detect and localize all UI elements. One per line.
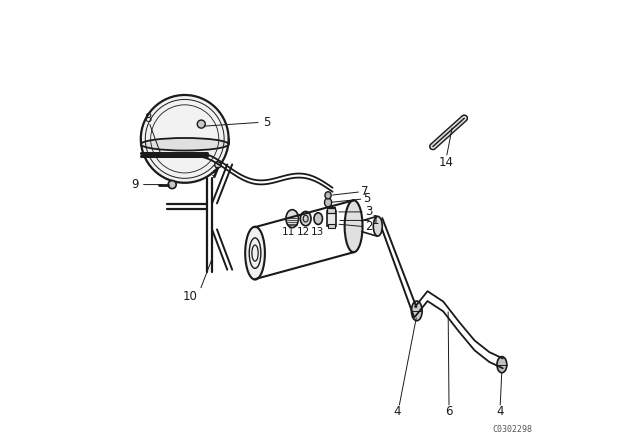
Text: 8: 8 xyxy=(144,112,151,125)
Ellipse shape xyxy=(215,162,221,168)
Text: 10: 10 xyxy=(182,290,198,303)
Text: 4: 4 xyxy=(394,405,401,418)
Text: 13: 13 xyxy=(310,227,324,237)
Text: 3: 3 xyxy=(365,205,372,219)
Ellipse shape xyxy=(412,301,422,321)
Bar xyxy=(328,207,335,211)
Ellipse shape xyxy=(324,198,332,207)
Circle shape xyxy=(141,95,228,183)
Text: C0302298: C0302298 xyxy=(493,425,533,434)
Ellipse shape xyxy=(497,357,507,373)
Ellipse shape xyxy=(461,116,467,121)
Text: 6: 6 xyxy=(445,405,452,418)
Ellipse shape xyxy=(373,216,382,236)
Text: 9: 9 xyxy=(131,178,139,191)
Text: 14: 14 xyxy=(439,155,454,169)
Ellipse shape xyxy=(141,138,228,151)
Ellipse shape xyxy=(168,181,176,189)
Ellipse shape xyxy=(314,213,323,224)
Ellipse shape xyxy=(325,192,332,199)
Text: 5: 5 xyxy=(364,192,371,206)
Ellipse shape xyxy=(197,120,205,128)
Text: 4: 4 xyxy=(497,405,504,418)
Text: 7: 7 xyxy=(361,185,369,198)
Text: 5: 5 xyxy=(262,116,270,129)
Text: 2: 2 xyxy=(365,220,372,233)
Text: 1: 1 xyxy=(372,214,380,227)
Ellipse shape xyxy=(300,211,311,226)
Ellipse shape xyxy=(245,227,265,280)
Ellipse shape xyxy=(344,200,362,252)
Text: 11: 11 xyxy=(282,227,295,237)
Ellipse shape xyxy=(430,143,436,149)
Text: 12: 12 xyxy=(296,227,310,237)
Bar xyxy=(327,208,335,213)
Bar xyxy=(327,211,336,226)
Bar xyxy=(328,224,335,228)
Ellipse shape xyxy=(286,210,298,228)
